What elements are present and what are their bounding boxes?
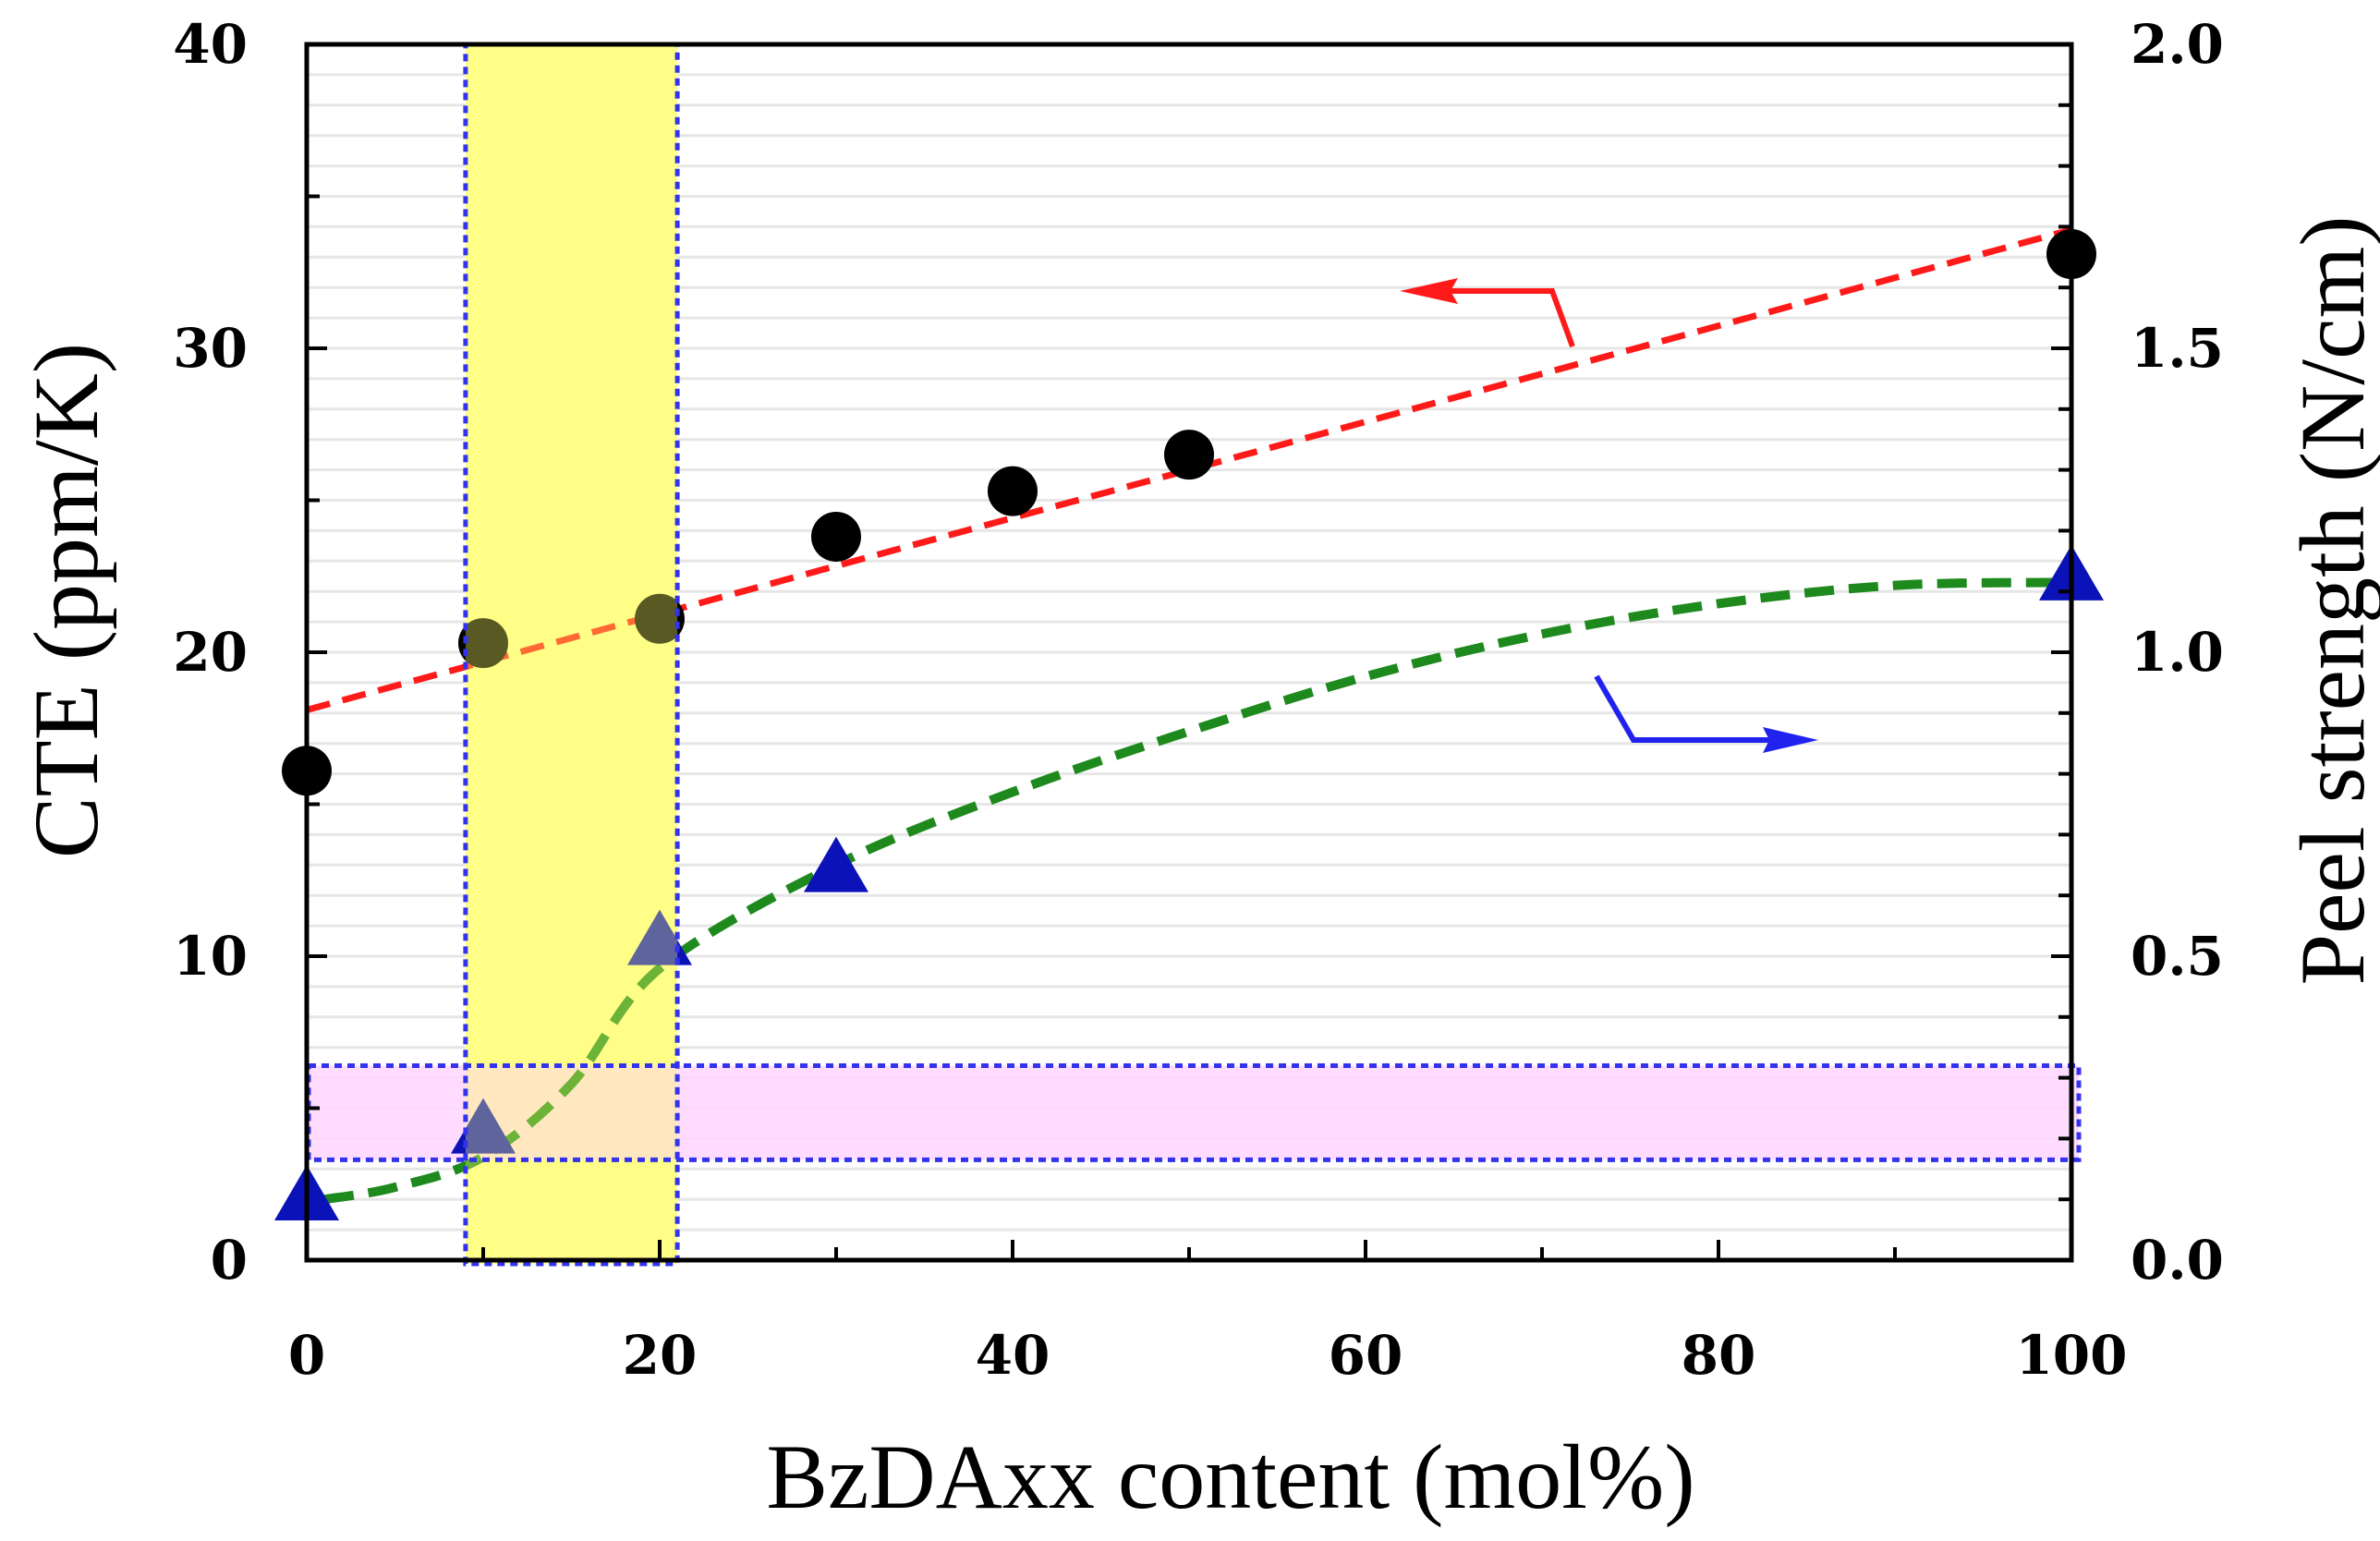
y-right-tick-label: 2.0 — [2131, 13, 2224, 76]
y-left-tick-label: 10 — [173, 925, 248, 988]
y-right-tick-label: 1.5 — [2131, 317, 2224, 380]
x-tick-label: 20 — [623, 1324, 698, 1387]
x-tick-label: 0 — [288, 1324, 325, 1387]
cte-data-point — [811, 511, 861, 562]
y-right-tick-label: 1.0 — [2131, 621, 2224, 684]
arrow-to-left-axis-shaft — [1449, 288, 1575, 348]
trend-line-layer — [306, 226, 2072, 1205]
x-tick-labels: 0 20 40 60 80 100 — [288, 1324, 2128, 1387]
axes-layer — [304, 42, 2074, 1263]
y-right-tick-labels: 0.0 0.5 1.0 1.5 2.0 — [2131, 13, 2224, 1292]
highlight-band-horizontal — [309, 1065, 2079, 1160]
x-tick-label: 40 — [976, 1324, 1050, 1387]
cte-trend-line — [306, 226, 2072, 713]
cte-data-point — [988, 466, 1038, 516]
y-axis-title-left: CTE (ppm/K) — [15, 343, 117, 858]
y-left-tick-label: 0 — [211, 1229, 248, 1292]
arrow-to-right-axis-shaft — [1594, 674, 1772, 743]
y-left-tick-label: 40 — [173, 13, 248, 76]
y-right-tick-label: 0.5 — [2131, 925, 2224, 988]
cte-data-point — [1164, 430, 1214, 480]
cte-data-point — [458, 618, 508, 669]
overlay-layer — [306, 42, 2082, 1267]
y-axis-title-right: Peel strength (N/cm) — [2281, 215, 2380, 985]
arrow-to-left-axis-head — [1400, 278, 1458, 304]
annotation-layer — [1400, 278, 1818, 753]
y-left-tick-label: 30 — [173, 317, 248, 380]
highlight-band-vertical-tint — [465, 44, 678, 1264]
peel-strength-trend-line — [323, 577, 2072, 1205]
highlight-band-horizontal-border — [306, 1062, 2082, 1162]
x-axis-title: BzDAxx content (mol%) — [766, 1426, 1694, 1528]
x-tick-label: 60 — [1329, 1324, 1403, 1387]
arrow-to-right-axis-head — [1763, 727, 1818, 753]
cte-data-point — [635, 593, 685, 644]
peel-strength-data-point — [451, 1098, 516, 1154]
peel-strength-data-point — [804, 836, 868, 892]
y-left-tick-label: 20 — [173, 621, 248, 684]
x-tick-label: 100 — [2015, 1324, 2127, 1387]
y-right-tick-label: 0.0 — [2131, 1229, 2224, 1292]
y-left-tick-labels: 0 10 20 30 40 — [173, 13, 248, 1292]
x-tick-label: 80 — [1682, 1324, 1756, 1387]
